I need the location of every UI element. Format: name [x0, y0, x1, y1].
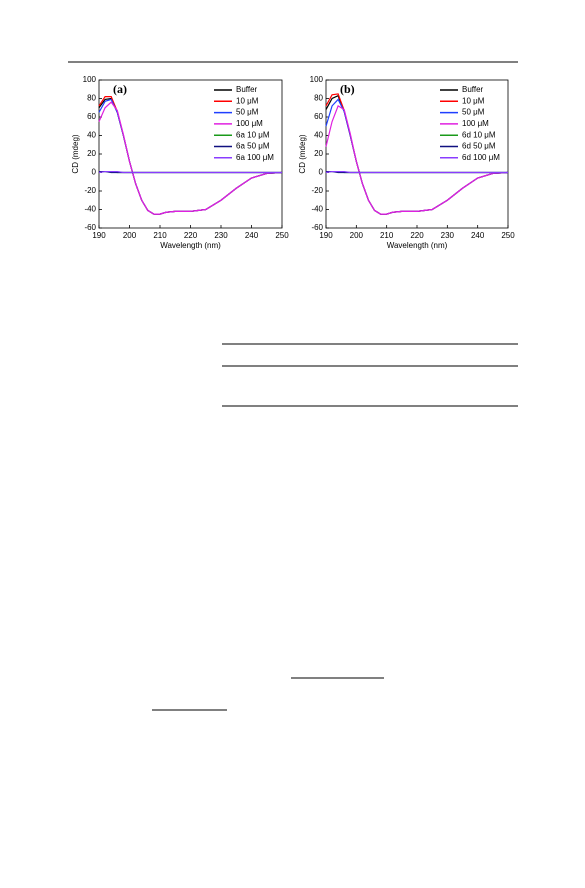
legend-label: 100 μM	[236, 119, 263, 128]
panel-label: (a)	[113, 82, 127, 96]
x-tick-label: 210	[380, 231, 394, 240]
y-tick-label: 20	[314, 149, 323, 158]
x-tick-label: 240	[471, 231, 485, 240]
y-tick-label: 0	[319, 168, 324, 177]
x-tick-label: 200	[123, 231, 137, 240]
legend-label: 6d 10 μM	[462, 130, 496, 139]
legend-label: 6a 10 μM	[236, 130, 270, 139]
x-tick-label: 240	[245, 231, 259, 240]
series-line	[98, 170, 282, 174]
y-tick-label: -60	[311, 223, 323, 232]
chart: -60 -40 -20 0 20 40 60 80 100 190 200 210 220 230 240 2…	[298, 75, 515, 250]
y-tick-label: 40	[314, 131, 323, 140]
x-tick-label: 250	[501, 231, 515, 240]
y-tick-label: -60	[84, 223, 96, 232]
y-tick-label: 40	[87, 131, 96, 140]
y-tick-label: -40	[311, 205, 323, 214]
y-tick-label: 80	[87, 94, 96, 103]
y-tick-label: -20	[311, 186, 323, 195]
x-tick-label: 220	[410, 231, 424, 240]
panel-label: (b)	[340, 82, 355, 96]
chart: -60 -40 -20 0 20 40 60 80 100 190 200 210 220 230 240 2…	[71, 75, 289, 250]
legend-label: Buffer	[236, 85, 258, 94]
x-tick-label: 230	[214, 231, 228, 240]
legend-label: 6d 50 μM	[462, 142, 496, 151]
y-tick-label: 60	[87, 112, 96, 121]
y-tick-label: 100	[310, 75, 324, 84]
legend-label: 10 μM	[462, 96, 485, 105]
x-axis-label: Wavelength (nm)	[160, 241, 221, 250]
y-axis-label: CD (mdeg)	[298, 134, 307, 173]
x-tick-label: 200	[350, 231, 364, 240]
series-line	[98, 101, 283, 215]
legend-label: Buffer	[462, 85, 484, 94]
legend-label: 100 μM	[462, 119, 489, 128]
y-tick-label: -40	[84, 205, 96, 214]
legend-label: 50 μM	[462, 108, 485, 117]
legend-label: 10 μM	[236, 96, 259, 105]
x-tick-label: 190	[319, 231, 333, 240]
y-tick-label: 100	[83, 75, 97, 84]
y-axis-label: CD (mdeg)	[71, 134, 80, 173]
y-tick-label: -20	[84, 186, 96, 195]
legend-label: 6a 100 μM	[236, 153, 274, 162]
x-tick-label: 220	[184, 231, 198, 240]
legend-label: 6d 100 μM	[462, 153, 500, 162]
x-tick-label: 210	[153, 231, 167, 240]
x-tick-label: 250	[275, 231, 289, 240]
x-tick-label: 190	[92, 231, 106, 240]
legend-label: 50 μM	[236, 108, 259, 117]
y-tick-label: 20	[87, 149, 96, 158]
y-tick-label: 0	[92, 168, 97, 177]
series-line	[325, 105, 509, 215]
y-tick-label: 80	[314, 94, 323, 103]
series-line	[325, 170, 508, 174]
legend-label: 6a 50 μM	[236, 142, 270, 151]
x-tick-label: 230	[441, 231, 455, 240]
x-axis-label: Wavelength (nm)	[387, 241, 448, 250]
y-tick-label: 60	[314, 112, 323, 121]
